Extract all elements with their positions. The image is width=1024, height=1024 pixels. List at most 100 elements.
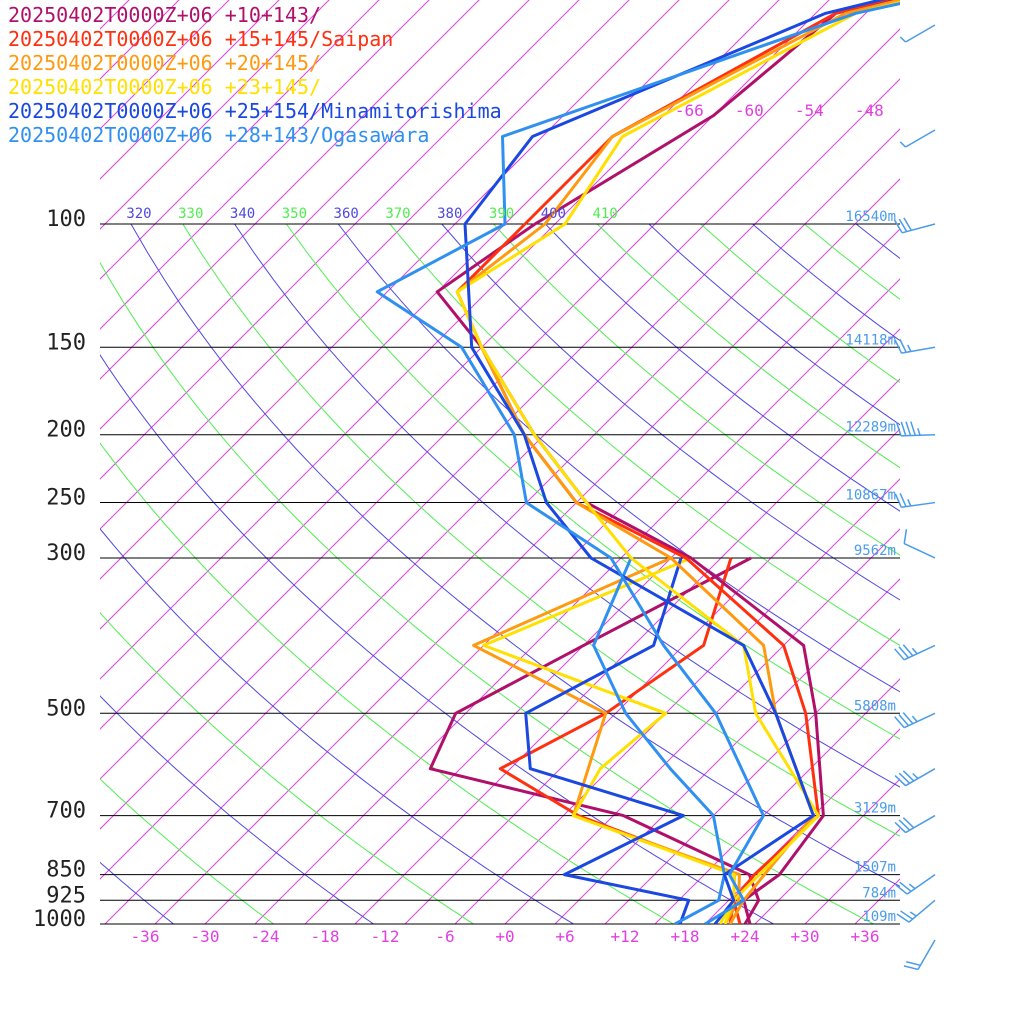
isotherm-line [100, 0, 380, 280]
theta-line [100, 695, 375, 924]
isotherm-line [100, 0, 330, 230]
theta-label: 410 [593, 206, 618, 222]
isotherm-line [204, 228, 900, 924]
isotherm-line [100, 0, 580, 480]
isotherm-line [100, 78, 900, 880]
pressure-label: 1000 [33, 907, 86, 932]
wind-barb-half-flag [917, 428, 921, 436]
theta-line [700, 224, 900, 384]
theta-label: 320 [126, 206, 151, 222]
theta-line [855, 224, 900, 259]
legend-entry: 20250402T0000Z+06 +20+145/ [8, 51, 321, 75]
isotherm-line [955, 0, 1024, 924]
theta-grid [100, 224, 1024, 939]
sounding-series [375, 0, 900, 924]
wind-barb-flag [903, 965, 919, 971]
wind-barb-flag [900, 910, 914, 920]
temperature-line [455, 0, 900, 924]
wind-barb-flag [898, 714, 910, 727]
isotherm-line [100, 0, 430, 330]
theta-line [100, 527, 575, 924]
x-tick-label: -36 [131, 927, 160, 946]
wind-barb-staff [906, 873, 936, 895]
wind-barb-flag [905, 421, 912, 436]
theta-line [100, 611, 475, 924]
wind-barb [894, 217, 936, 234]
theta-line [100, 861, 175, 924]
x-tick-label: -30 [191, 927, 220, 946]
wind-barb-half-flag [912, 772, 919, 780]
theta-line [100, 442, 675, 924]
height-label: 14118m [845, 332, 896, 348]
pressure-label: 100 [46, 207, 86, 232]
wind-barb-half-flag [907, 344, 912, 352]
theta-line [337, 224, 900, 693]
isotherm-line [654, 678, 900, 924]
isotherm-line [854, 878, 900, 924]
legend-entry: 20250402T0000Z+06 +25+154/Minamitorishim… [8, 99, 502, 123]
pressure-label: 850 [46, 858, 86, 883]
wind-barb-flag [894, 493, 903, 508]
wind-barb-staff [905, 129, 936, 148]
wind-barb-flag [894, 775, 907, 787]
pressure-label: 925 [46, 883, 86, 908]
theta-label: 340 [230, 206, 255, 222]
isotherm-line [100, 0, 630, 530]
isotherm-line [100, 0, 780, 680]
theta-line [285, 224, 900, 740]
theta-label: 390 [489, 206, 514, 222]
isotherm-line [304, 328, 900, 924]
isotherm-line [404, 428, 900, 924]
wind-barb [903, 939, 936, 971]
wind-barb [894, 814, 936, 834]
wind-barb-half-flag [907, 499, 912, 507]
height-label: 12289m [845, 420, 896, 436]
wind-barb [899, 24, 936, 43]
isotherm-line [154, 178, 900, 924]
wind-barbs [894, 24, 936, 971]
isotherm-line [504, 528, 900, 924]
axis-labels: 100 16540m 150 14118m 200 12289m 250 10867m 300 9… [33, 101, 896, 946]
theta-label: 400 [541, 206, 566, 222]
wind-barb-flag [903, 529, 908, 544]
wind-barb [894, 338, 936, 354]
height-label: 5808m [854, 698, 896, 714]
isotherm-line [100, 0, 280, 180]
pressure-label: 250 [46, 486, 86, 511]
isotherm-line [100, 0, 180, 80]
wind-barb-staff [908, 899, 936, 923]
upper-temp-label: -48 [855, 101, 884, 120]
x-tick-label: -24 [251, 927, 280, 946]
height-label: 16540m [845, 209, 896, 225]
wind-barb-flag [894, 339, 903, 354]
x-tick-label: +0 [495, 927, 514, 946]
upper-temp-label: -54 [795, 101, 824, 120]
wind-barb-flag [906, 961, 921, 967]
isotherm-line [754, 778, 900, 924]
wind-barb [895, 421, 936, 437]
x-tick-label: +12 [611, 927, 640, 946]
dewpoint-line [482, 556, 736, 924]
isotherm-line [354, 378, 900, 924]
x-tick-label: +36 [851, 927, 880, 946]
dewpoint-line [524, 557, 691, 924]
legend-entry: 20250402T0000Z+06 +28+143/Ogasawara [8, 123, 429, 147]
wind-barb-flag [903, 217, 912, 231]
wind-barb [894, 712, 936, 729]
theta-line [908, 224, 1024, 939]
wind-barb-flag [894, 716, 905, 729]
theta-line [960, 224, 1024, 939]
x-tick-label: -12 [371, 927, 400, 946]
wind-barb-flag [895, 884, 908, 895]
wind-barb-half-flag [899, 36, 907, 43]
theta-label: 380 [437, 206, 462, 222]
upper-temp-label: -66 [675, 101, 704, 120]
isotherm-line [100, 28, 900, 830]
x-tick-label: +30 [791, 927, 820, 946]
wind-barb-flag [899, 338, 907, 353]
isotherm-line [454, 478, 900, 924]
pressure-label: 300 [46, 541, 86, 566]
wind-barb-half-flag [911, 647, 918, 655]
isotherm-line [100, 0, 230, 130]
